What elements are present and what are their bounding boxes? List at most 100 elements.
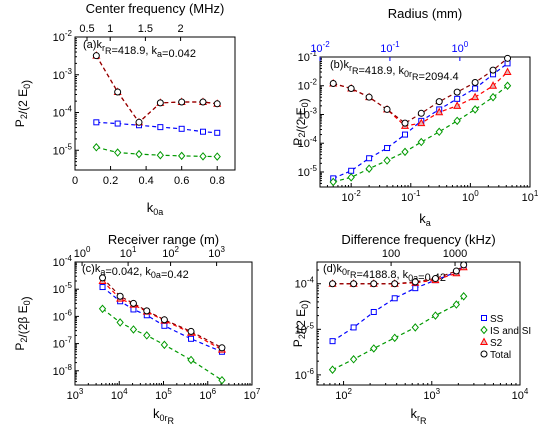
legend-label: SS [490, 314, 504, 325]
series-line-s2 [95, 55, 218, 124]
top-axis-label: Receiver range (m) [108, 232, 219, 247]
data-point-is-and-si [329, 177, 337, 187]
y-tick-label: 10-4 [298, 135, 318, 150]
data-point-is-and-si [401, 147, 409, 157]
data-point-is-and-si [453, 116, 461, 126]
data-point-ss [472, 85, 479, 92]
data-point-is-and-si [460, 292, 468, 301]
top-axis-label: Center frequency (MHz) [86, 1, 225, 16]
data-point-total [99, 274, 107, 282]
series-line-is-and-si [332, 295, 465, 371]
top-tick-label: 100 [452, 40, 469, 55]
top-tick-label: 101 [120, 245, 137, 260]
y-tick-label: 10-4 [53, 254, 73, 269]
panel-annotation: (a)krR=418.9, ka=0.042 [83, 39, 196, 60]
data-point-ss [384, 145, 391, 152]
y-tick-label: 10-5 [298, 164, 318, 179]
series-line-s2 [102, 280, 223, 351]
data-point-is-and-si [135, 149, 143, 159]
y-axis-label: P2/(2 E0) [13, 80, 33, 127]
data-point-is-and-si [114, 148, 122, 157]
data-point-ss [329, 338, 336, 345]
panel-a: 0 0.2 0.4 0.6 0.8 10-5 10-4 10-3 10-2 0.5 1 1.5 2 k0a… [13, 1, 236, 217]
data-point-is-and-si [116, 318, 124, 327]
data-point-is-and-si [383, 156, 391, 165]
top-axis-label: Difference frequency (kHz) [341, 232, 495, 247]
data-point-is-and-si [187, 355, 195, 365]
y-tick-label: 10-4 [53, 105, 73, 120]
series-line-total [102, 277, 223, 349]
data-point-total [347, 85, 355, 93]
data-point-is-and-si [178, 151, 186, 161]
series-line-is-and-si [333, 85, 508, 183]
data-point-ss [454, 95, 461, 102]
x-tick-label: 0.4 [138, 175, 153, 187]
data-point-total [411, 278, 419, 286]
x-tick-label: 104 [512, 387, 529, 402]
data-point-total [435, 98, 443, 106]
data-point-total [329, 79, 337, 87]
data-point-total [92, 52, 100, 60]
top-tick-label: 2 [178, 23, 184, 35]
data-point-is-and-si [452, 300, 461, 309]
x-tick-label: 0.2 [103, 175, 118, 187]
panel-annotation: (d)k0rR=4188.8, k0a=0.42 [323, 263, 446, 284]
legend-label: S2 [490, 338, 503, 349]
top-tick-label: 103 [208, 245, 225, 260]
x-tick-label: 104 [111, 387, 128, 402]
panel-annotation: (b)krR=418.9, k0rR=2094.4 [330, 59, 459, 83]
data-point-is-and-si [347, 173, 355, 182]
y-tick-label: 10-6 [53, 308, 73, 323]
data-point-ss [412, 285, 419, 292]
x-tick-label: 10-2 [341, 189, 361, 204]
x-axis-label: k0a [147, 200, 164, 217]
data-point-is-and-si [370, 344, 378, 353]
data-point-is-and-si [365, 164, 373, 173]
data-point-total [160, 316, 168, 324]
y-tick-label: 10-4 [295, 276, 315, 291]
top-tick-label: 1 [107, 23, 113, 35]
data-point-total [401, 119, 409, 127]
data-point-total [391, 280, 399, 288]
data-point-total [417, 109, 425, 117]
legend-marker [479, 337, 489, 345]
data-point-total [213, 100, 221, 108]
data-point-is-and-si [503, 81, 512, 91]
data-point-ss [348, 167, 355, 174]
data-point-total [143, 307, 151, 315]
y-axis-label: P2/(2 E0) [291, 300, 311, 347]
data-point-ss [370, 308, 377, 315]
top-axis-label: Radius (mm) [388, 6, 462, 21]
data-point-s2 [435, 107, 444, 116]
data-point-is-and-si [435, 127, 443, 137]
data-point-total [135, 118, 143, 126]
plot-frame [319, 56, 531, 188]
x-tick-label: 0.6 [174, 175, 189, 187]
data-point-is-and-si [349, 355, 358, 364]
x-tick-label: 105 [155, 387, 172, 402]
top-tick-label: 100 [382, 248, 400, 260]
data-point-total [471, 78, 479, 86]
data-point-is-and-si [129, 325, 138, 334]
data-point-ss [157, 124, 164, 131]
x-axis-label: ka [419, 211, 431, 228]
x-tick-label: 101 [522, 189, 539, 204]
data-point-total [218, 344, 226, 352]
data-point-ss [200, 128, 206, 135]
x-tick-label: 102 [335, 387, 352, 402]
data-point-total [370, 280, 378, 288]
data-point-ss [214, 129, 221, 136]
x-tick-label: 10-1 [401, 189, 421, 204]
data-point-is-and-si [92, 143, 100, 152]
data-point-ss [114, 120, 121, 127]
data-point-total [431, 275, 439, 283]
data-point-s2 [453, 101, 462, 109]
y-tick-label: 10-2 [298, 78, 318, 93]
data-point-ss [99, 284, 106, 291]
data-point-total [129, 299, 137, 307]
y-tick-label: 10-1 [298, 49, 318, 64]
top-tick-label: 1.5 [138, 23, 153, 35]
data-point-total [329, 280, 337, 288]
data-point-total [114, 88, 122, 96]
